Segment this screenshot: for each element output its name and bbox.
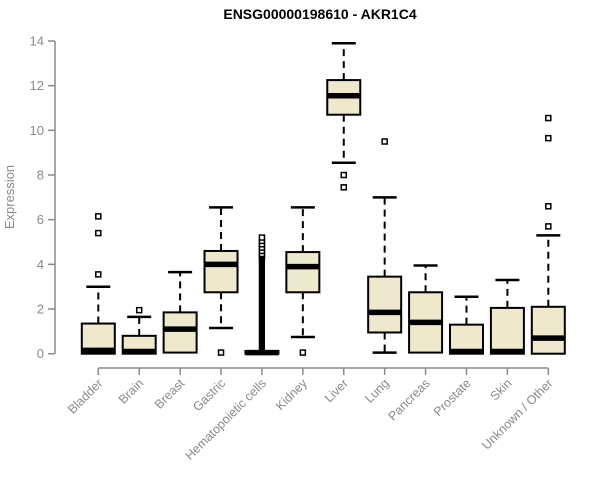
outlier-liver <box>340 171 348 179</box>
x-tick-label-breast: Breast <box>152 376 188 412</box>
box-group-breast <box>162 270 198 354</box>
box-gastric <box>203 249 239 294</box>
box-lung <box>367 275 403 334</box>
outlier-bladder <box>95 213 102 220</box>
outlier-unknown-other <box>545 114 552 122</box>
x-tick-label-bladder: Bladder <box>65 376 105 416</box>
box-group-prostate <box>448 295 484 355</box>
x-tick-label-prostate: Prostate <box>431 376 474 419</box>
y-tick-label: 10 <box>30 123 44 138</box>
box-breast <box>162 311 198 354</box>
box-group-hematopoietic-cells <box>244 234 280 356</box>
y-tick-label: 8 <box>37 168 44 183</box>
y-tick-label: 14 <box>30 34 44 49</box>
y-tick-label: 12 <box>30 78 44 93</box>
box-group-lung <box>367 138 403 354</box>
box-group-kidney <box>285 206 321 356</box>
x-tick-label-unknown-other: Unknown / Other <box>479 376 555 452</box>
outlier-brain <box>135 306 143 314</box>
box-kidney <box>285 251 321 294</box>
outlier-gastric <box>217 349 225 356</box>
x-tick-label-skin: Skin <box>487 376 514 403</box>
outlier-unknown-other <box>545 223 552 230</box>
axes-group: 0 2 4 6 8 10 12 14 Bladder Brain Breast GastricHema… <box>30 34 556 463</box>
outlier-bladder <box>95 271 102 278</box>
x-tick-label-lung: Lung <box>362 376 392 406</box>
box-group-liver <box>326 41 362 191</box>
outlier-hematopoietic-cells <box>258 255 265 262</box>
outlier-lung <box>381 138 388 145</box>
outlier-unknown-other <box>545 203 552 210</box>
outlier-bladder <box>95 229 102 237</box>
box-skin <box>489 306 525 355</box>
y-axis-label: Expression <box>2 165 17 229</box>
outlier-hematopoietic-cells <box>258 234 266 241</box>
x-tick-label-brain: Brain <box>116 376 147 407</box>
chart-title: ENSG00000198610 - AKR1C4 <box>223 6 416 22</box>
x-tick-label-hematopoietic-cells: Hematopoietic cells <box>183 376 270 463</box>
outlier-liver <box>340 184 348 191</box>
box-group-bladder <box>80 213 116 355</box>
x-tick-label-pancreas: Pancreas <box>385 376 432 423</box>
y-tick-label: 4 <box>37 257 44 272</box>
boxes-group <box>80 41 566 356</box>
box-group-unknown-other <box>530 114 566 355</box>
box-group-gastric <box>203 206 239 356</box>
box-unknown-other <box>530 305 566 355</box>
outlier-unknown-other <box>545 134 552 142</box>
box-group-pancreas <box>408 264 444 354</box>
y-tick-label: 0 <box>37 346 44 361</box>
y-tick-label: 2 <box>37 302 44 317</box>
x-tick-label-liver: Liver <box>322 376 351 405</box>
box-group-brain <box>121 306 157 355</box>
y-tick-label: 6 <box>37 212 44 227</box>
outlier-kidney <box>299 349 307 356</box>
x-tick-label-gastric: Gastric <box>190 376 228 414</box>
box-group-skin <box>489 278 525 355</box>
x-tick-label-kidney: Kidney <box>273 376 310 413</box>
